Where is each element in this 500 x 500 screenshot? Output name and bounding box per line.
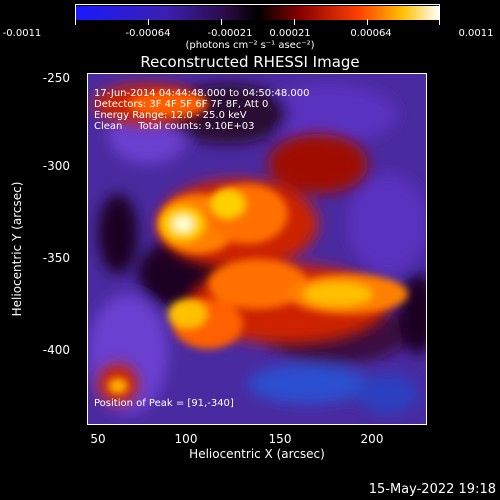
colorbar-tick-mark bbox=[439, 19, 440, 25]
colorbar-tick-mark bbox=[294, 19, 295, 25]
colorbar-tick-label: -0.00064 bbox=[125, 28, 171, 39]
energy-range: Energy Range: 12.0 - 25.0 keV bbox=[94, 110, 247, 121]
colorbar-tick-label: 0.00021 bbox=[269, 28, 311, 39]
peak-position: Position of Peak = [91,-340] bbox=[94, 398, 234, 409]
colorbar-gradient bbox=[76, 6, 439, 20]
colorbar-tick-mark bbox=[75, 19, 76, 25]
x-tick-label: 200 bbox=[360, 432, 384, 446]
colorbar-units: (photons cm⁻² s⁻¹ asec⁻²) bbox=[185, 40, 315, 51]
colorbar-tick-label: 0.00064 bbox=[350, 28, 392, 39]
x-tick-label: 50 bbox=[90, 432, 106, 446]
time-range: 17-Jun-2014 04:44:48.000 to 04:50:48.000 bbox=[94, 88, 310, 99]
y-tick-label: -250 bbox=[42, 71, 70, 85]
image-title: Reconstructed RHESSI Image bbox=[140, 53, 360, 71]
colorbar bbox=[75, 4, 440, 20]
colorbar-tick-mark bbox=[221, 19, 222, 25]
y-tick-label: -400 bbox=[42, 343, 70, 357]
footer-date: 15-May-2022 19:18 bbox=[368, 482, 496, 497]
x-tick-label: 150 bbox=[268, 432, 292, 446]
x-tick-label: 100 bbox=[174, 432, 198, 446]
detectors-info: Detectors: 3F 4F 5F 6F 7F 8F, Att 0 bbox=[94, 99, 269, 110]
flux-map bbox=[88, 74, 426, 424]
colorbar-tick-mark bbox=[148, 19, 149, 25]
y-tick-label: -300 bbox=[42, 159, 70, 173]
x-axis-label: Heliocentric X (arcsec) bbox=[189, 447, 325, 461]
colorbar-tick-mark bbox=[367, 19, 368, 25]
y-tick-label: -350 bbox=[42, 251, 70, 265]
colorbar-tick-label: -0.00021 bbox=[207, 28, 253, 39]
colorbar-tick-label: 0.0011 bbox=[458, 28, 494, 39]
colorbar-tick-label: -0.0011 bbox=[2, 28, 42, 39]
clean-counts: Clean Total counts: 9.10E+03 bbox=[94, 121, 255, 132]
rhessi-image: 17-Jun-2014 04:44:48.000 to 04:50:48.000… bbox=[87, 73, 427, 425]
y-axis-label: Heliocentric Y (arcsec) bbox=[10, 181, 24, 317]
